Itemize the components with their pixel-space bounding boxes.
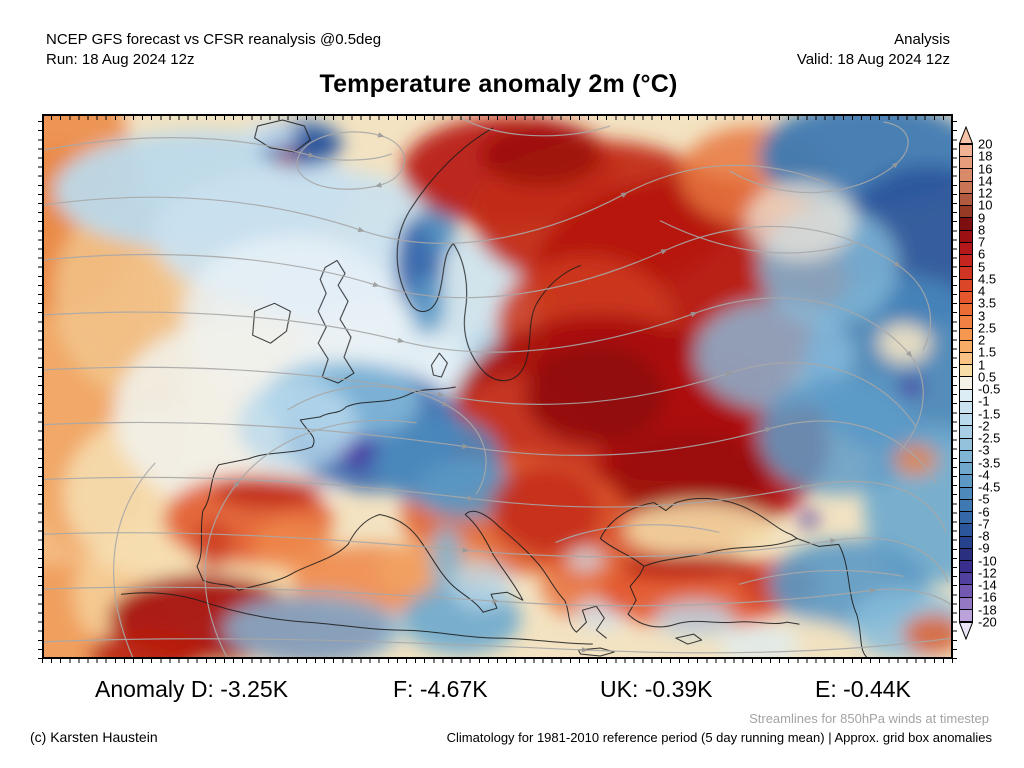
map-axis-ticks-bottom xyxy=(42,659,953,663)
map-axis-ticks-left xyxy=(38,114,42,659)
map-axis-ticks-right xyxy=(953,114,957,659)
climatology-note: Climatology for 1981-2010 reference peri… xyxy=(446,730,992,745)
colorbar-labels: 20 18 16 14 12 10 9 8 7 6 5 4.5 4 3.5 3 2.5 2 1.5 1 0.5 -0.5… xyxy=(978,136,1001,630)
wind-streamlines xyxy=(44,117,951,657)
run-timestamp: Run: 18 Aug 2024 12z xyxy=(46,51,195,68)
anomaly-value-germany: Anomaly D: -3.25K xyxy=(95,676,289,702)
anomaly-value-france: F: -4.67K xyxy=(393,676,488,702)
colorbar-arrow-up xyxy=(959,126,973,144)
header-right: Analysis Valid: 18 Aug 2024 12z xyxy=(797,30,950,70)
anomaly-value-spain: E: -0.44K xyxy=(815,676,911,702)
anomaly-value-uk: UK: -0.39K xyxy=(600,676,713,702)
streamlines-note: Streamlines for 850hPa winds at timestep xyxy=(749,711,989,726)
model-comparison-label: NCEP GFS forecast vs CFSR reanalysis @0.… xyxy=(46,31,382,48)
page-title: Temperature anomaly 2m (°C) xyxy=(319,70,678,98)
colorbar: 20 18 16 14 12 10 9 8 7 6 5 4.5 4 3.5 3 2.5 2 1.5 1 0.5 -0.5… xyxy=(959,126,1021,640)
map-axis-ticks-top xyxy=(42,116,953,120)
colorbar-arrow-down xyxy=(959,622,973,640)
anomaly-summary-row: Anomaly D: -3.25K F: -4.67K UK: -0.39K E… xyxy=(0,676,1024,706)
anomaly-field-plot xyxy=(44,116,951,657)
copyright-label: (c) Karsten Haustein xyxy=(30,729,158,745)
valid-timestamp: Valid: 18 Aug 2024 12z xyxy=(796,51,950,68)
anomaly-map xyxy=(42,114,953,659)
header-left: NCEP GFS forecast vs CFSR reanalysis @0.… xyxy=(46,30,381,70)
analysis-mode-label: Analysis xyxy=(894,31,950,48)
colorbar-body xyxy=(959,144,973,622)
